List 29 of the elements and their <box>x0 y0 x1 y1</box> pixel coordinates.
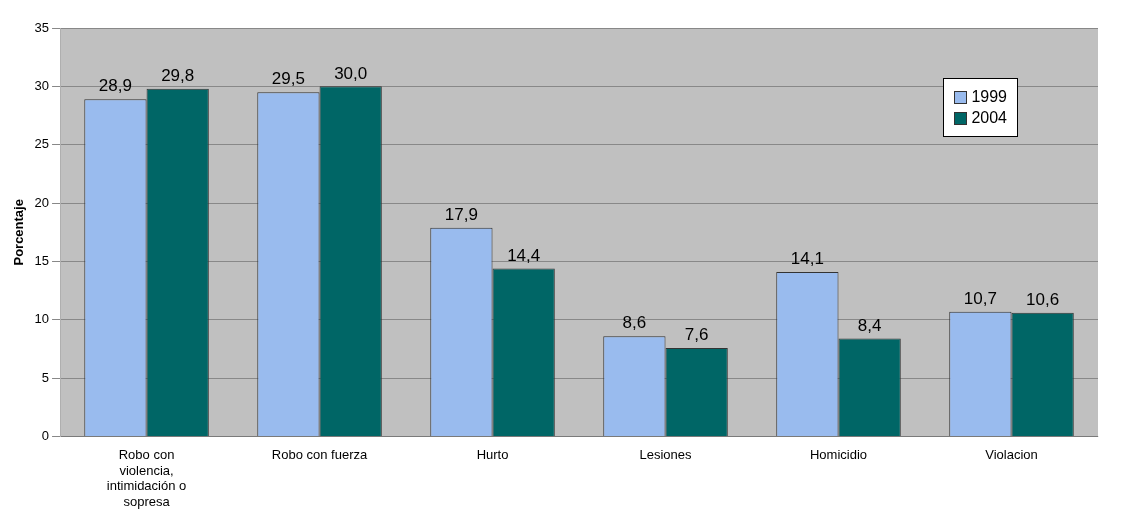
x-tick-label: Hurto <box>476 446 509 462</box>
data-label: 29,5 <box>271 69 305 89</box>
data-label: 17,9 <box>444 204 478 224</box>
x-tick-label: Robo con fuerza <box>271 446 368 462</box>
data-label: 8,4 <box>857 315 882 335</box>
data-label: 8,6 <box>622 313 647 333</box>
data-label: 10,6 <box>1026 290 1060 310</box>
x-tick-label: Robo con violencia, intimidación o sopresa <box>106 446 187 509</box>
y-tick-label: 15 <box>34 253 50 269</box>
y-tick-label: 0 <box>41 428 50 444</box>
y-tick-label: 35 <box>34 19 50 35</box>
data-label: 10,7 <box>963 288 997 308</box>
data-label: 30,0 <box>334 63 368 83</box>
y-tick-label: 20 <box>34 194 50 210</box>
y-tick-label: 25 <box>34 136 50 152</box>
data-label: 7,6 <box>684 325 709 345</box>
x-tick-label: Violacion <box>985 446 1038 462</box>
legend-label: 2004 <box>971 109 1007 127</box>
y-tick-label: 30 <box>34 77 50 93</box>
data-label: 28,9 <box>98 76 132 96</box>
data-label: 29,8 <box>161 65 195 85</box>
y-axis-title: Porcentaje <box>11 199 27 266</box>
y-tick-label: 10 <box>34 311 50 327</box>
x-tick-label: Homicidio <box>809 446 868 462</box>
legend-label: 1999 <box>971 88 1007 106</box>
y-tick-label: 5 <box>41 369 50 385</box>
data-label: 14,4 <box>507 245 541 265</box>
x-tick-label: Lesiones <box>639 446 693 462</box>
data-label: 14,1 <box>790 249 824 269</box>
